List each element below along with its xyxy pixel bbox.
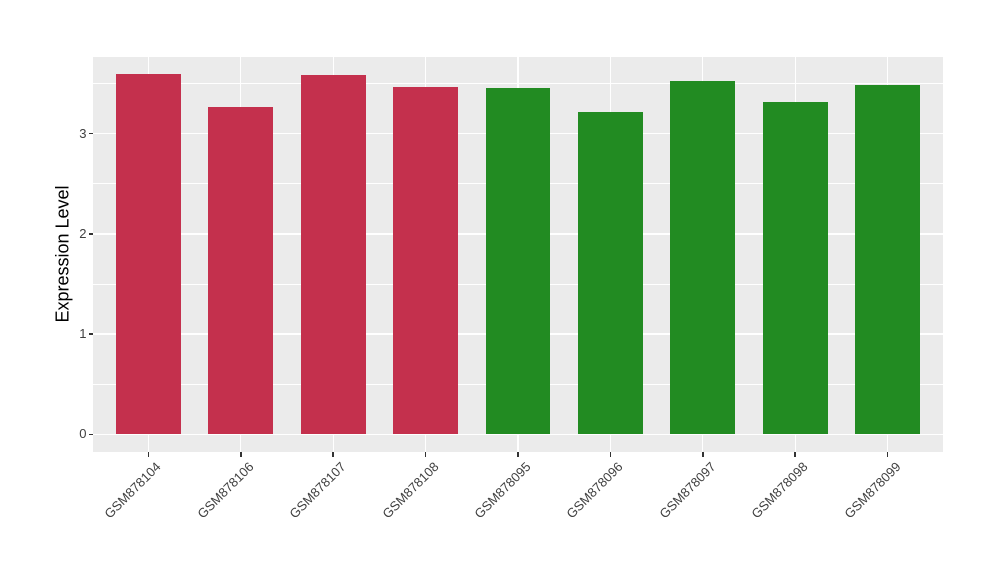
- bar-GSM878099: [855, 85, 920, 435]
- x-tick-label: GSM878106: [194, 459, 257, 522]
- y-axis-title: Expression Level: [52, 185, 73, 323]
- x-tick-label: GSM878095: [471, 459, 534, 522]
- bar-GSM878096: [578, 112, 643, 435]
- y-tick-mark: [88, 333, 93, 335]
- x-tick-mark: [332, 452, 334, 457]
- x-tick-mark: [240, 452, 242, 457]
- bar-GSM878097: [670, 81, 736, 435]
- y-tick-label: 1: [79, 326, 87, 342]
- bar-GSM878107: [300, 75, 366, 435]
- plot-panel: [93, 57, 943, 452]
- bar-GSM878095: [485, 88, 551, 435]
- y-tick-mark: [88, 132, 93, 135]
- y-tick-mark: [88, 233, 93, 235]
- x-tick-mark: [702, 452, 704, 457]
- y-tick-label: 3: [79, 125, 87, 141]
- x-tick-mark: [886, 452, 889, 457]
- bar-GSM878098: [762, 102, 828, 435]
- x-tick-label: GSM878097: [656, 459, 719, 522]
- y-tick-mark: [88, 433, 93, 436]
- x-tick-label: GSM878098: [748, 459, 811, 522]
- x-tick-label: GSM878108: [378, 459, 442, 522]
- bar-GSM878104: [116, 74, 181, 435]
- x-tick-mark: [794, 452, 796, 457]
- x-tick-label: GSM878107: [286, 459, 349, 522]
- x-tick-label: GSM878096: [563, 459, 627, 522]
- x-tick-label: GSM878104: [101, 459, 165, 522]
- x-tick-mark: [517, 452, 519, 457]
- y-tick-label: 0: [79, 426, 87, 442]
- x-tick-mark: [424, 452, 427, 457]
- y-tick-label: 2: [79, 225, 87, 241]
- bar-GSM878108: [393, 87, 458, 435]
- x-tick-mark: [147, 452, 150, 457]
- x-tick-mark: [609, 452, 612, 457]
- bar-GSM878106: [208, 107, 274, 435]
- x-tick-label: GSM878099: [840, 459, 904, 522]
